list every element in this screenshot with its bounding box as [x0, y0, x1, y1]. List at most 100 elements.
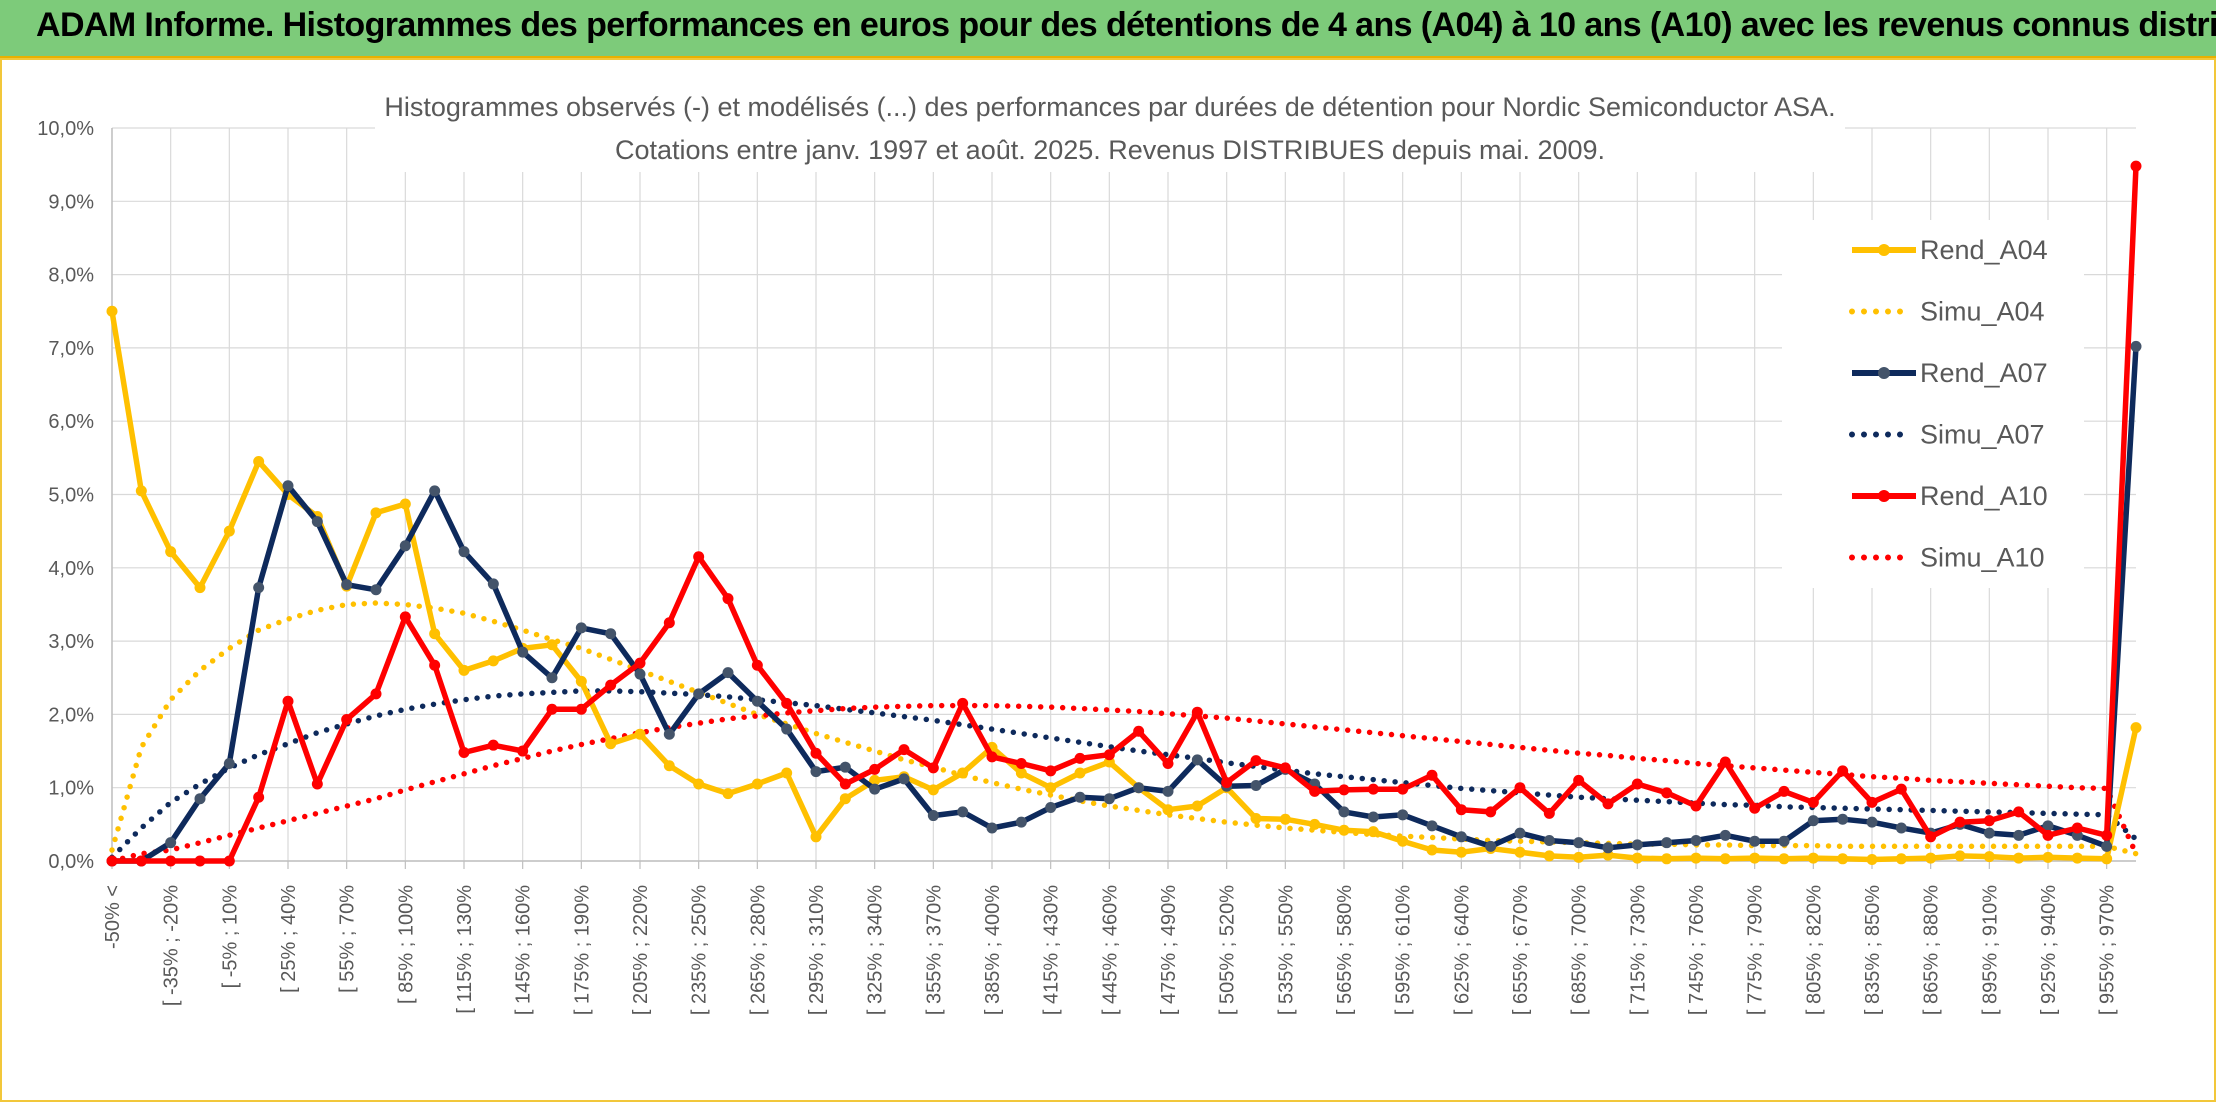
point-Rend_A10 — [1367, 783, 1379, 795]
point-Rend_A04 — [1367, 826, 1379, 838]
point-Rend_A07 — [1866, 816, 1878, 828]
point-Rend_A07 — [1191, 754, 1203, 766]
line-Rend_A07 — [112, 346, 2139, 864]
point-Rend_A07 — [810, 766, 822, 778]
point-Rend_A07 — [1514, 827, 1526, 839]
point-Rend_A10 — [605, 679, 617, 691]
point-Rend_A10 — [810, 747, 822, 759]
series-Rend_A10 — [106, 160, 2142, 867]
point-Rend_A10 — [634, 657, 646, 669]
point-Rend_A10 — [1749, 802, 1761, 814]
x-tick-label: [ -5% ; 10% — [219, 885, 241, 989]
legend-label: Simu_A04 — [1920, 297, 2045, 327]
header-banner: ADAM Informe. Histogrammes des performan… — [0, 0, 2216, 58]
series-Simu_A04 — [109, 600, 2139, 857]
point-Rend_A04 — [1749, 852, 1761, 864]
legend-item-Simu_A10: Simu_A10 — [1849, 543, 2045, 573]
x-tick-label: [ -35% ; -20% — [161, 885, 183, 1006]
point-Rend_A10 — [1162, 758, 1174, 770]
point-Rend_A10 — [1690, 800, 1702, 812]
legend-label: Simu_A10 — [1920, 543, 2045, 573]
chart-title-backdrop — [375, 88, 1845, 172]
legend-item-Rend_A04: Rend_A04 — [1852, 235, 2048, 265]
point-Rend_A10 — [135, 855, 147, 867]
point-Rend_A10 — [253, 791, 265, 803]
point-Rend_A10 — [1279, 762, 1291, 774]
point-Rend_A07 — [282, 480, 294, 492]
point-Rend_A04 — [1573, 851, 1585, 863]
point-Rend_A07 — [2013, 829, 2025, 841]
point-Rend_A07 — [1573, 837, 1585, 849]
point-Rend_A10 — [1103, 749, 1115, 761]
x-tick-label: [ 235% ; 250% — [689, 885, 711, 1015]
x-tick-label: [ 85% ; 100% — [395, 885, 417, 1004]
point-Rend_A10 — [106, 855, 118, 867]
point-Rend_A10 — [429, 659, 441, 671]
line-Simu_A07 — [109, 688, 2139, 861]
point-Rend_A04 — [429, 628, 441, 640]
point-Rend_A07 — [927, 810, 939, 822]
series-Simu_A10 — [109, 702, 2139, 864]
point-Rend_A07 — [1426, 820, 1438, 832]
point-Rend_A07 — [1133, 782, 1145, 794]
point-Rend_A07 — [1543, 834, 1555, 846]
point-Rend_A04 — [1338, 824, 1350, 836]
x-tick-label: [ 835% ; 850% — [1862, 885, 1884, 1015]
point-Rend_A07 — [311, 516, 323, 528]
point-Rend_A07 — [2130, 340, 2142, 352]
y-tick-label: 3,0% — [48, 631, 94, 653]
line-Simu_A04 — [109, 600, 2139, 857]
point-Rend_A10 — [722, 593, 734, 605]
point-Rend_A10 — [1778, 785, 1790, 797]
point-Rend_A04 — [1690, 852, 1702, 864]
point-Rend_A07 — [1338, 806, 1350, 818]
legend-item-Simu_A04: Simu_A04 — [1849, 297, 2045, 327]
x-tick-label: [ 565% ; 580% — [1334, 885, 1356, 1015]
point-Rend_A10 — [1983, 815, 1995, 827]
point-Rend_A10 — [1338, 784, 1350, 796]
point-Rend_A10 — [1543, 807, 1555, 819]
point-Rend_A04 — [839, 793, 851, 805]
series-Simu_A07 — [109, 688, 2139, 861]
x-tick-label: [ 955% ; 970% — [2097, 885, 2119, 1015]
point-Rend_A04 — [253, 456, 265, 468]
x-tick-label: [ 685% ; 700% — [1569, 885, 1591, 1015]
y-tick-label: 2,0% — [48, 704, 94, 726]
point-Rend_A04 — [575, 675, 587, 687]
legend-marker — [1878, 244, 1890, 256]
series-lines — [106, 160, 2142, 867]
point-Rend_A04 — [663, 760, 675, 772]
point-Rend_A07 — [1895, 822, 1907, 834]
point-Rend_A10 — [1191, 706, 1203, 718]
x-tick-label: [ 865% ; 880% — [1921, 885, 1943, 1015]
point-Rend_A04 — [1543, 850, 1555, 862]
legend-item-Rend_A07: Rend_A07 — [1852, 358, 2048, 388]
point-Rend_A10 — [1221, 777, 1233, 789]
point-Rend_A04 — [1279, 813, 1291, 825]
x-tick-label: [ 355% ; 370% — [923, 885, 945, 1015]
x-tick-label: [ 745% ; 760% — [1686, 885, 1708, 1015]
point-Rend_A04 — [399, 498, 411, 510]
point-Rend_A10 — [751, 659, 763, 671]
x-tick-label: -50% < — [102, 885, 124, 949]
point-Rend_A10 — [2101, 829, 2113, 841]
point-Rend_A10 — [1807, 796, 1819, 808]
chart-title-line-2: Cotations entre janv. 1997 et août. 2025… — [615, 135, 1605, 165]
x-tick-label: [ 805% ; 820% — [1803, 885, 1825, 1015]
point-Rend_A10 — [575, 703, 587, 715]
y-tick-label: 0,0% — [48, 851, 94, 873]
legend: Rend_A04 Simu_A04 Rend_A07 Simu_A07 Rend_A10… — [1849, 235, 2048, 573]
point-Rend_A10 — [1397, 783, 1409, 795]
point-Rend_A07 — [370, 584, 382, 596]
point-Rend_A07 — [663, 728, 675, 740]
point-Rend_A10 — [1485, 806, 1497, 818]
point-Rend_A10 — [781, 697, 793, 709]
point-Rend_A07 — [1074, 791, 1086, 803]
point-Rend_A04 — [693, 778, 705, 790]
point-Rend_A07 — [1367, 811, 1379, 823]
point-Rend_A10 — [693, 551, 705, 563]
point-Rend_A04 — [1895, 853, 1907, 865]
point-Rend_A04 — [927, 784, 939, 796]
line-Rend_A04 — [109, 310, 2139, 863]
point-Rend_A04 — [106, 305, 118, 317]
